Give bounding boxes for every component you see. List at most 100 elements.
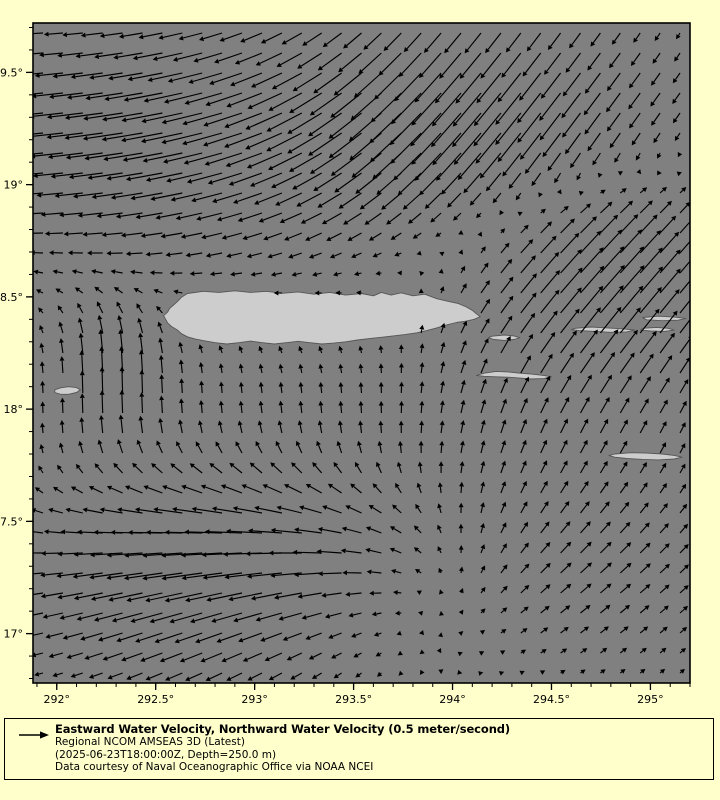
velocity-arrow bbox=[91, 269, 103, 274]
velocity-arrow bbox=[235, 441, 243, 454]
velocity-arrow bbox=[40, 572, 63, 578]
velocity-arrow bbox=[599, 285, 624, 314]
velocity-arrow bbox=[560, 541, 572, 554]
velocity-arrow bbox=[85, 92, 123, 101]
velocity-arrow bbox=[478, 651, 485, 656]
velocity-arrow bbox=[189, 463, 203, 474]
velocity-arrow bbox=[679, 280, 690, 294]
velocity-arrow bbox=[560, 501, 570, 514]
velocity-arrow bbox=[679, 379, 689, 394]
velocity-arrow bbox=[639, 200, 653, 214]
velocity-arrow bbox=[440, 322, 446, 334]
velocity-arrow bbox=[460, 340, 467, 354]
velocity-arrow bbox=[436, 648, 442, 654]
velocity-arrow bbox=[415, 503, 422, 514]
velocity-arrow bbox=[201, 552, 243, 558]
vector-field-plot[interactable]: 292° 292.5° 293° 293.5° 294° 294.5° 295° 17° 17.… bbox=[0, 0, 720, 712]
velocity-arrow bbox=[500, 440, 507, 454]
velocity-arrow bbox=[94, 612, 123, 622]
velocity-arrow bbox=[179, 398, 184, 414]
velocity-arrow bbox=[127, 72, 163, 82]
velocity-arrow bbox=[139, 392, 145, 414]
velocity-arrow bbox=[358, 420, 364, 434]
landmass-vieques bbox=[475, 370, 552, 380]
velocity-arrow bbox=[619, 307, 641, 334]
y-tick-label: 17.5° bbox=[0, 515, 23, 528]
velocity-arrow bbox=[190, 612, 223, 624]
velocity-arrow bbox=[460, 283, 467, 294]
velocity-arrow bbox=[659, 647, 667, 654]
velocity-arrow bbox=[245, 132, 283, 150]
velocity-arrow bbox=[276, 505, 302, 514]
velocity-arrow bbox=[540, 480, 548, 494]
velocity-arrow bbox=[142, 152, 183, 163]
velocity-arrow bbox=[651, 112, 661, 126]
velocity-arrow bbox=[44, 231, 63, 237]
velocity-arrow bbox=[67, 92, 103, 100]
velocity-arrow bbox=[232, 506, 263, 514]
velocity-arrow bbox=[274, 592, 302, 600]
velocity-arrow bbox=[435, 232, 442, 237]
velocity-arrow bbox=[138, 332, 144, 354]
velocity-arrow bbox=[418, 288, 424, 294]
y-tick-label: 18.5° bbox=[0, 291, 23, 304]
velocity-arrow bbox=[600, 562, 612, 574]
velocity-arrow bbox=[57, 551, 83, 557]
velocity-arrow bbox=[132, 52, 163, 61]
velocity-arrow bbox=[639, 287, 662, 314]
velocity-arrow bbox=[99, 390, 105, 414]
velocity-arrow bbox=[639, 462, 647, 474]
velocity-arrow bbox=[411, 132, 442, 165]
velocity-arrow bbox=[452, 92, 482, 127]
velocity-arrow bbox=[199, 32, 223, 42]
velocity-arrow bbox=[480, 378, 487, 394]
velocity-arrow bbox=[117, 439, 124, 454]
velocity-arrow bbox=[330, 152, 362, 176]
velocity-arrow bbox=[368, 232, 382, 241]
velocity-arrow bbox=[679, 400, 687, 414]
velocity-arrow bbox=[266, 132, 303, 152]
velocity-arrow bbox=[416, 482, 422, 494]
velocity-arrow bbox=[396, 630, 402, 636]
velocity-arrow bbox=[353, 72, 382, 98]
velocity-arrow bbox=[439, 286, 445, 294]
velocity-arrow bbox=[33, 232, 44, 234]
velocity-arrow bbox=[345, 591, 362, 597]
velocity-arrow bbox=[340, 548, 362, 554]
velocity-arrow bbox=[34, 72, 63, 78]
velocity-arrow bbox=[520, 224, 529, 234]
velocity-arrow bbox=[500, 543, 507, 554]
landmass-mona-island bbox=[54, 386, 81, 395]
velocity-arrow bbox=[396, 461, 402, 474]
velocity-arrow bbox=[74, 287, 84, 294]
velocity-arrow bbox=[268, 152, 303, 170]
velocity-arrow bbox=[308, 132, 342, 156]
velocity-arrow bbox=[185, 592, 223, 603]
velocity-arrow bbox=[84, 152, 123, 161]
velocity-arrow bbox=[500, 419, 507, 434]
velocity-arrow bbox=[639, 542, 651, 554]
velocity-arrow bbox=[480, 246, 486, 254]
velocity-arrow bbox=[333, 462, 343, 474]
velocity-arrow bbox=[570, 152, 581, 169]
velocity-arrow bbox=[211, 506, 243, 514]
velocity-arrow bbox=[258, 212, 283, 223]
velocity-arrow bbox=[515, 192, 522, 201]
velocity-arrow bbox=[599, 374, 612, 394]
velocity-arrow bbox=[108, 592, 143, 602]
velocity-arrow bbox=[33, 612, 44, 616]
velocity-arrow bbox=[373, 631, 382, 637]
velocity-arrow bbox=[94, 52, 123, 59]
velocity-arrow bbox=[540, 375, 551, 394]
velocity-arrow bbox=[125, 485, 143, 494]
velocity-arrow bbox=[138, 415, 144, 434]
velocity-arrow bbox=[416, 590, 422, 595]
velocity-arrow bbox=[540, 542, 551, 554]
velocity-arrow bbox=[183, 152, 223, 165]
velocity-arrow bbox=[200, 652, 223, 663]
velocity-arrow bbox=[165, 672, 183, 681]
velocity-arrow bbox=[101, 232, 123, 238]
velocity-arrow bbox=[255, 612, 283, 622]
velocity-arrow bbox=[341, 526, 362, 534]
x-tick-label: 294° bbox=[439, 693, 466, 706]
